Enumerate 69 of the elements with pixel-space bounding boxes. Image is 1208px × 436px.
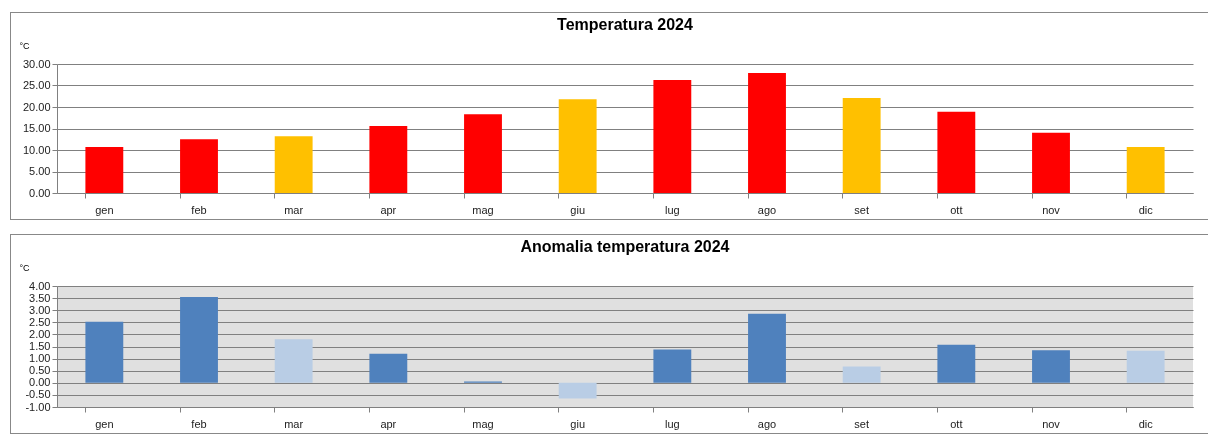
x-tick-label: gen: [95, 417, 114, 430]
bar: [274, 136, 313, 193]
y-axis-title: °C: [19, 262, 31, 273]
x-tick-label: apr: [380, 417, 397, 430]
bar: [369, 353, 408, 383]
y-tick-label: 0.00: [29, 376, 51, 389]
y-tick-label: 3.00: [29, 303, 51, 316]
y-tick-label: 5.00: [29, 165, 51, 177]
x-tick-label: dic: [1138, 417, 1154, 430]
y-tick-label: 0.50: [29, 364, 51, 377]
x-tick-label: mag: [472, 203, 494, 216]
y-tick-label: 15.00: [22, 122, 51, 134]
bar: [274, 339, 313, 383]
y-tick-label: 10.00: [22, 143, 51, 156]
x-tick-label: mar: [284, 203, 304, 216]
bar: [937, 111, 976, 193]
x-tick-label: nov: [1042, 417, 1061, 430]
bar: [842, 366, 881, 383]
bar: [558, 99, 597, 193]
bar: [1126, 146, 1165, 193]
x-tick-label: set: [854, 417, 870, 430]
y-tick-label: 25.00: [22, 79, 51, 91]
y-tick-label: -0.50: [25, 388, 51, 401]
x-tick-label: feb: [191, 417, 207, 430]
bar: [1032, 350, 1070, 383]
x-tick-label: giu: [570, 417, 586, 430]
bar: [937, 344, 976, 383]
x-tick-label: lug: [664, 203, 680, 216]
y-tick-label: -1.00: [25, 400, 51, 413]
y-tick-label: 20.00: [22, 100, 51, 113]
x-tick-label: dic: [1138, 203, 1154, 216]
x-tick-label: mag: [472, 417, 494, 430]
x-tick-label: set: [854, 203, 870, 216]
y-tick-label: 2.50: [29, 315, 51, 328]
bar: [842, 97, 881, 193]
bar: [653, 79, 692, 193]
bar: [85, 146, 124, 193]
x-tick-label: mar: [284, 417, 304, 430]
x-tick-label: ott: [950, 203, 963, 216]
y-axis-title: °C: [19, 40, 31, 51]
x-tick-label: ago: [757, 203, 777, 216]
y-tick-label: 1.00: [29, 352, 51, 365]
x-tick-label: ago: [757, 417, 777, 430]
x-tick-label: apr: [380, 203, 397, 216]
bar: [653, 349, 692, 383]
bar: [180, 139, 218, 193]
x-tick-label: giu: [570, 203, 586, 216]
bar: [558, 382, 597, 399]
bar: [1032, 132, 1070, 193]
bar: [369, 125, 408, 193]
x-tick-label: ott: [950, 417, 963, 430]
bar: [180, 296, 218, 383]
chart-title: Temperatura 2024: [557, 16, 693, 33]
y-tick-label: 1.50: [29, 340, 51, 352]
bar: [85, 321, 124, 383]
y-tick-label: 30.00: [22, 57, 51, 70]
x-tick-label: lug: [664, 417, 680, 430]
bar: [748, 73, 786, 193]
y-tick-label: 4.00: [29, 279, 51, 292]
x-tick-label: nov: [1042, 203, 1061, 216]
bar: [748, 313, 786, 383]
chart-title: Anomalia temperatura 2024: [520, 238, 730, 255]
y-tick-label: 0.00: [29, 186, 51, 199]
x-tick-label: feb: [191, 203, 207, 216]
y-tick-label: 2.00: [29, 327, 51, 340]
bar: [1126, 350, 1165, 383]
y-tick-label: 3.50: [29, 291, 51, 304]
bar: [464, 114, 502, 193]
x-tick-label: gen: [95, 203, 114, 216]
